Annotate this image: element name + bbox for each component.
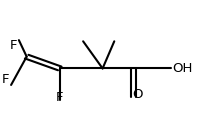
Text: F: F [10, 39, 17, 52]
Text: O: O [132, 88, 143, 101]
Text: F: F [2, 73, 9, 86]
Text: F: F [56, 91, 64, 104]
Text: OH: OH [173, 62, 193, 75]
